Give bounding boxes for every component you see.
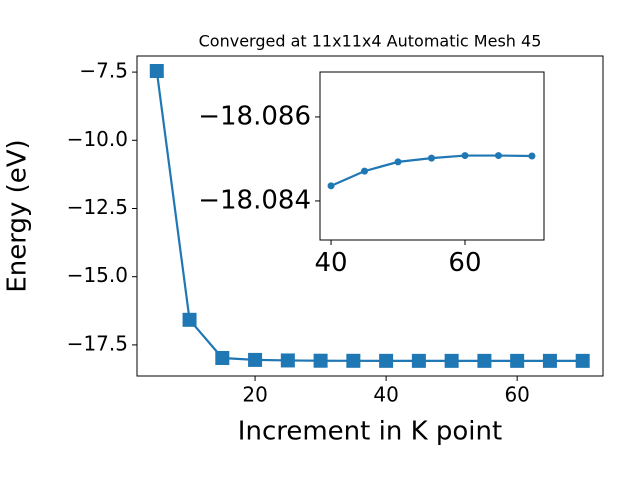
marker — [379, 353, 394, 368]
marker — [149, 64, 164, 79]
y-tick-label: −12.5 — [67, 195, 128, 219]
marker — [248, 352, 263, 367]
marker — [182, 312, 197, 327]
marker — [411, 353, 426, 368]
marker — [313, 353, 328, 368]
x-tick-label: 20 — [242, 383, 267, 407]
y-tick-label: −15.0 — [67, 263, 128, 287]
y-tick-label: −18.086 — [198, 101, 311, 131]
marker — [494, 152, 502, 160]
marker — [280, 353, 295, 368]
x-tick-label: 40 — [315, 248, 348, 278]
marker — [477, 353, 492, 368]
x-tick-label: 60 — [448, 248, 481, 278]
marker — [427, 154, 435, 162]
marker — [510, 353, 525, 368]
marker — [346, 353, 361, 368]
marker — [327, 182, 335, 190]
x-axis-label: Increment in K point — [238, 417, 502, 447]
x-tick-label: 60 — [504, 383, 529, 407]
marker — [215, 350, 230, 365]
chart-title: Converged at 11x11x4 Automatic Mesh 45 — [199, 32, 542, 51]
y-tick-label: −7.5 — [79, 59, 128, 83]
marker — [361, 167, 369, 175]
y-tick-label: −10.0 — [67, 127, 128, 151]
marker — [461, 152, 469, 160]
y-tick-label: −18.084 — [198, 185, 311, 215]
x-tick-label: 40 — [373, 383, 398, 407]
marker — [542, 353, 557, 368]
y-axis-label: Energy (eV) — [3, 139, 33, 292]
marker — [528, 152, 536, 160]
marker — [575, 353, 590, 368]
marker — [394, 158, 402, 166]
marker — [444, 353, 459, 368]
y-tick-label: −17.5 — [67, 331, 128, 355]
